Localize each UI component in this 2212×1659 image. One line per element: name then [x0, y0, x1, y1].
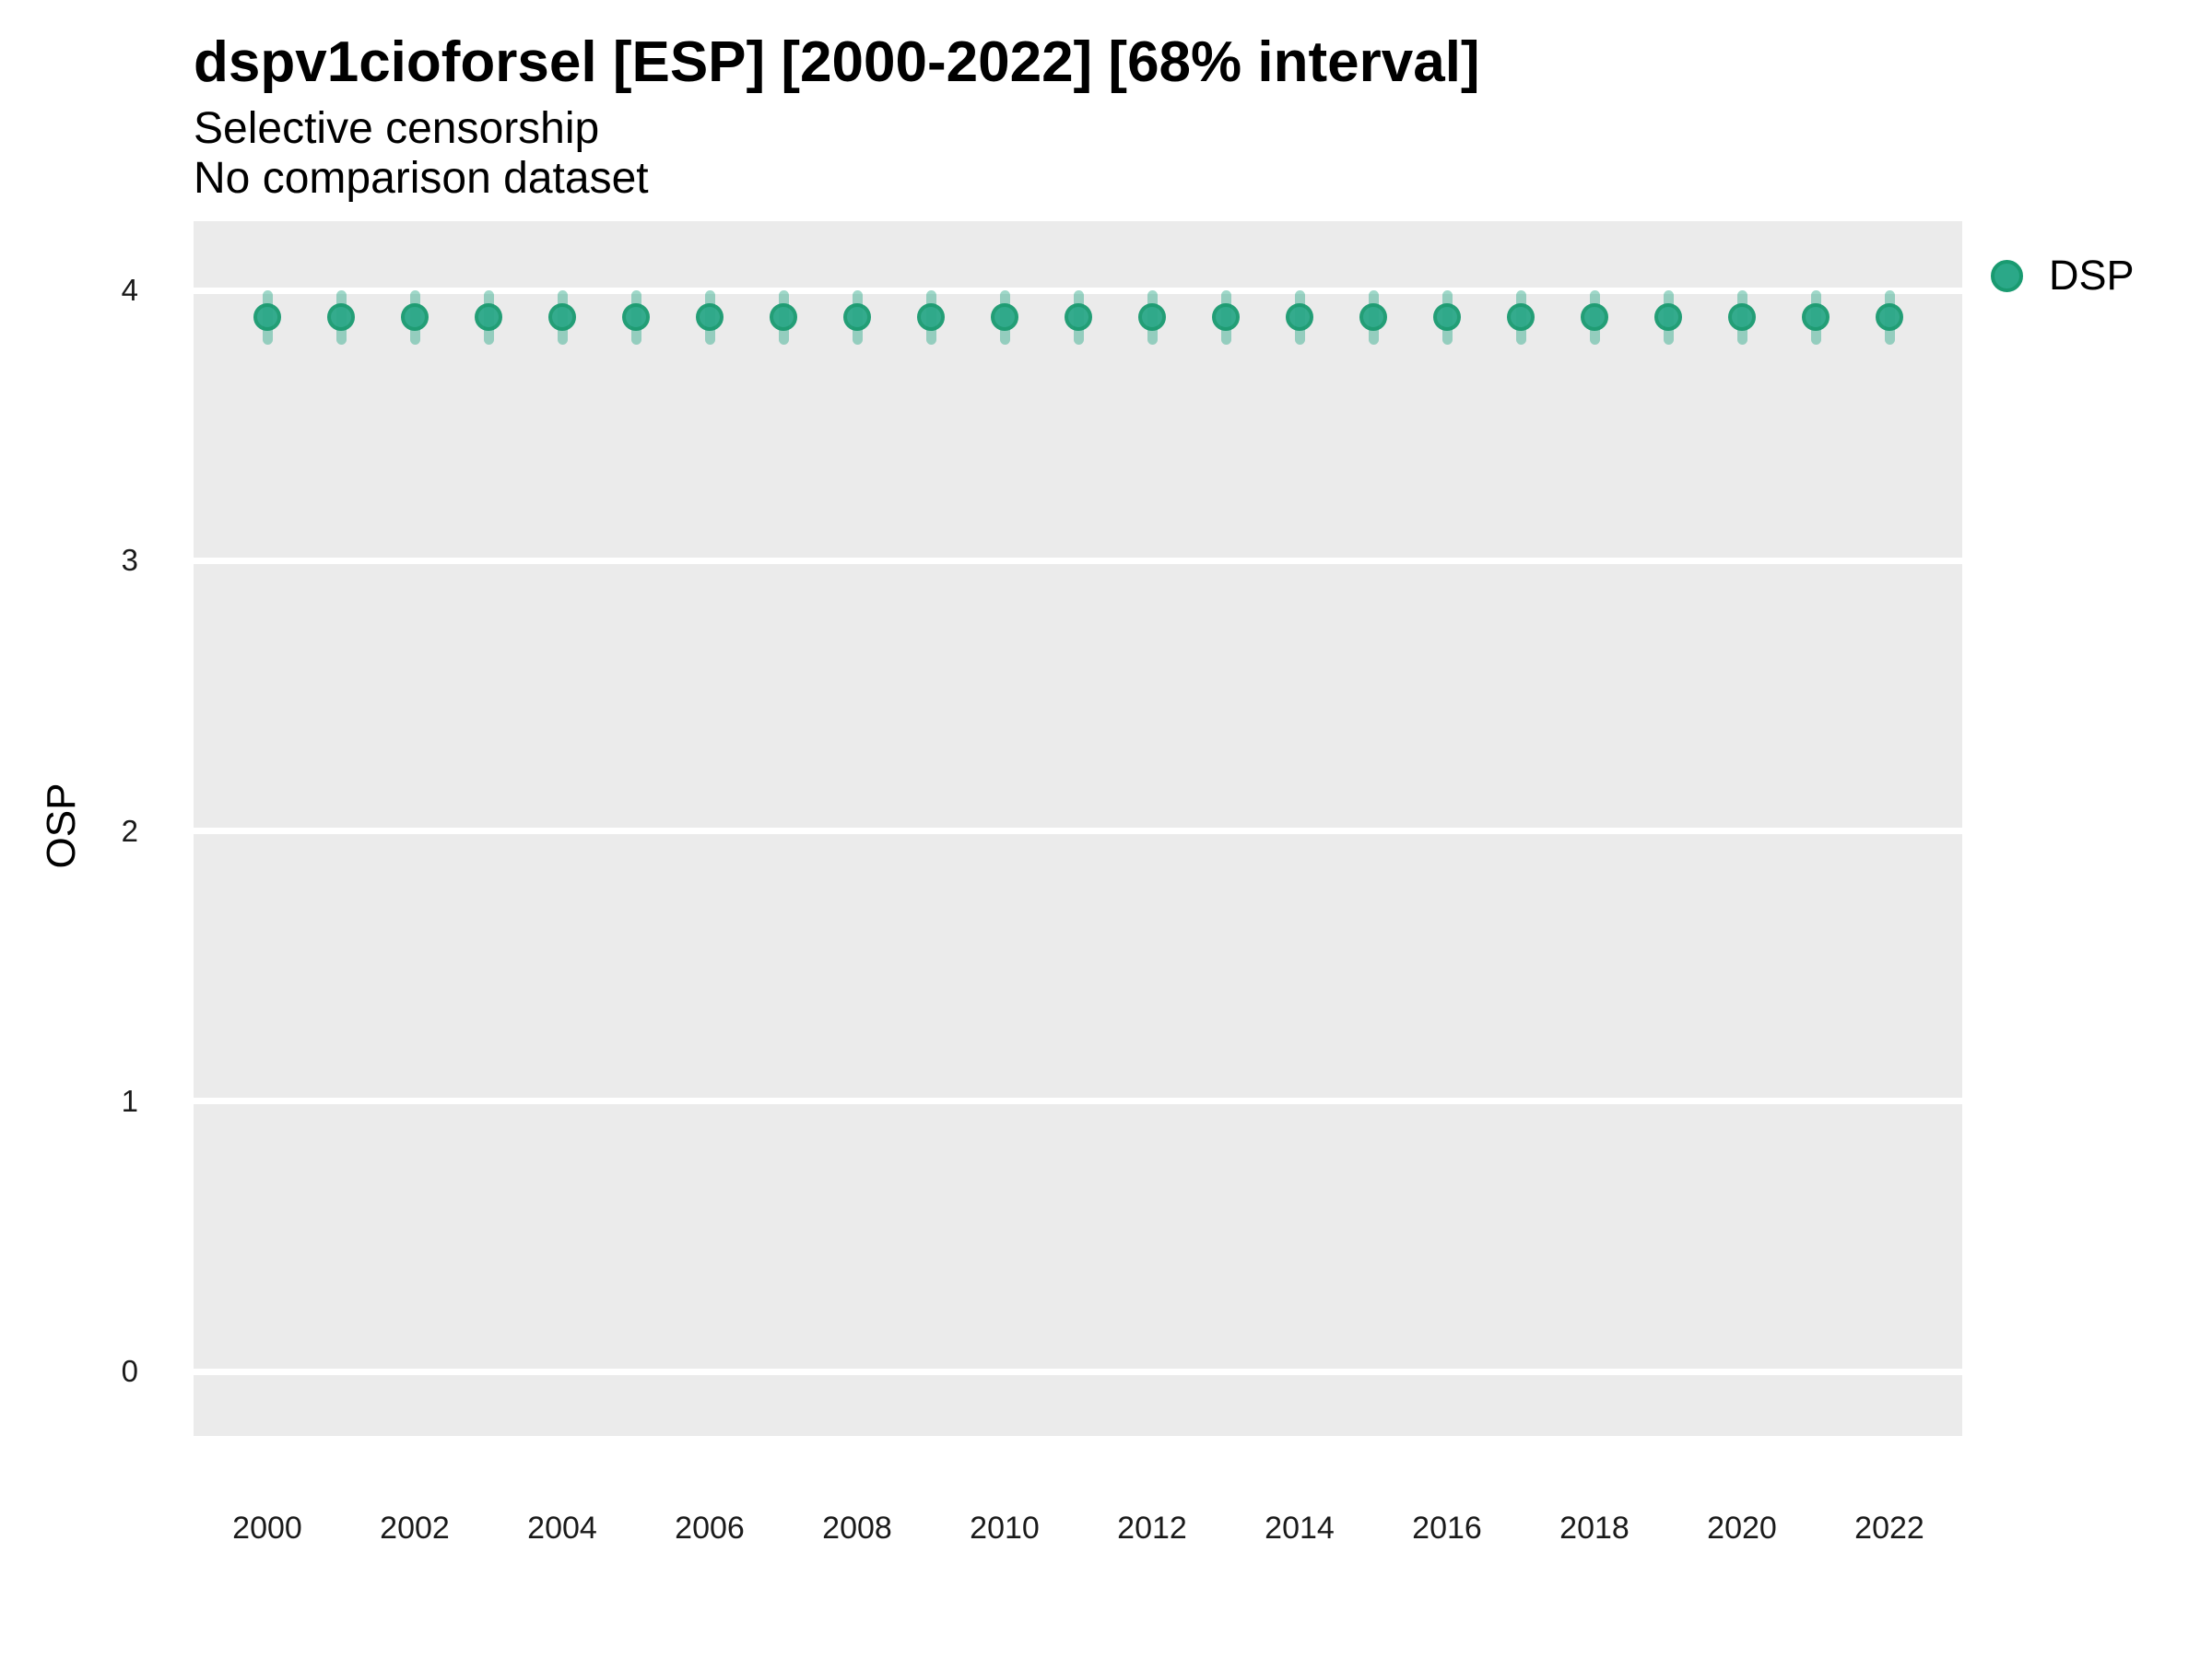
point-DSP-2010 [991, 303, 1018, 332]
point-DSP-2012 [1138, 303, 1166, 332]
point-DSP-2011 [1065, 303, 1092, 332]
point-DSP-2003 [475, 303, 502, 332]
point-DSP-2006 [696, 303, 724, 332]
x-tick-label-2000: 2000 [232, 1511, 302, 1546]
y-tick-label-2: 2 [121, 813, 138, 848]
point-DSP-2014 [1286, 303, 1313, 332]
x-tick-label-2004: 2004 [527, 1511, 597, 1546]
point-DSP-2001 [327, 303, 355, 332]
point-DSP-2020 [1728, 303, 1756, 332]
y-tick-label-0: 0 [121, 1354, 138, 1388]
gridline-y-0 [194, 1368, 1962, 1375]
x-tick-label-2010: 2010 [970, 1511, 1040, 1546]
x-tick-label-2022: 2022 [1854, 1511, 1924, 1546]
point-DSP-2009 [917, 303, 945, 332]
legend: DSP [1991, 252, 2135, 299]
y-tick-label-3: 3 [121, 543, 138, 578]
point-DSP-2016 [1433, 303, 1461, 332]
point-DSP-2022 [1876, 303, 1903, 332]
point-DSP-2004 [548, 303, 576, 332]
point-DSP-2000 [253, 303, 281, 332]
chart-subtitle-line-1: Selective censorship [194, 104, 600, 153]
point-DSP-2017 [1507, 303, 1535, 332]
x-tick-label-2014: 2014 [1265, 1511, 1335, 1546]
point-DSP-2021 [1802, 303, 1830, 332]
chart-subtitle-line-2: No comparison dataset [194, 154, 649, 203]
point-DSP-2015 [1359, 303, 1387, 332]
y-tick-label-1: 1 [121, 1083, 138, 1118]
point-DSP-2007 [770, 303, 797, 332]
point-DSP-2018 [1581, 303, 1608, 332]
gridline-y-3 [194, 557, 1962, 564]
x-tick-label-2002: 2002 [380, 1511, 450, 1546]
x-tick-label-2006: 2006 [675, 1511, 745, 1546]
point-DSP-2002 [401, 303, 429, 332]
legend-label: DSP [2049, 252, 2135, 299]
legend-point-marker-icon [1991, 259, 2023, 292]
x-tick-label-2016: 2016 [1412, 1511, 1482, 1546]
chart-title: dspv1cioforsel [ESP] [2000-2022] [68% in… [194, 30, 1480, 94]
point-DSP-2005 [622, 303, 650, 332]
y-tick-label-4: 4 [121, 273, 138, 307]
gridline-y-1 [194, 1098, 1962, 1105]
point-DSP-2013 [1212, 303, 1240, 332]
x-tick-label-2020: 2020 [1707, 1511, 1777, 1546]
point-DSP-2019 [1654, 303, 1682, 332]
x-tick-label-2008: 2008 [822, 1511, 892, 1546]
point-DSP-2008 [843, 303, 871, 332]
x-tick-label-2012: 2012 [1117, 1511, 1187, 1546]
x-tick-label-2018: 2018 [1559, 1511, 1630, 1546]
gridline-y-4 [194, 287, 1962, 294]
plot-panel [194, 221, 1962, 1436]
gridline-y-2 [194, 828, 1962, 834]
